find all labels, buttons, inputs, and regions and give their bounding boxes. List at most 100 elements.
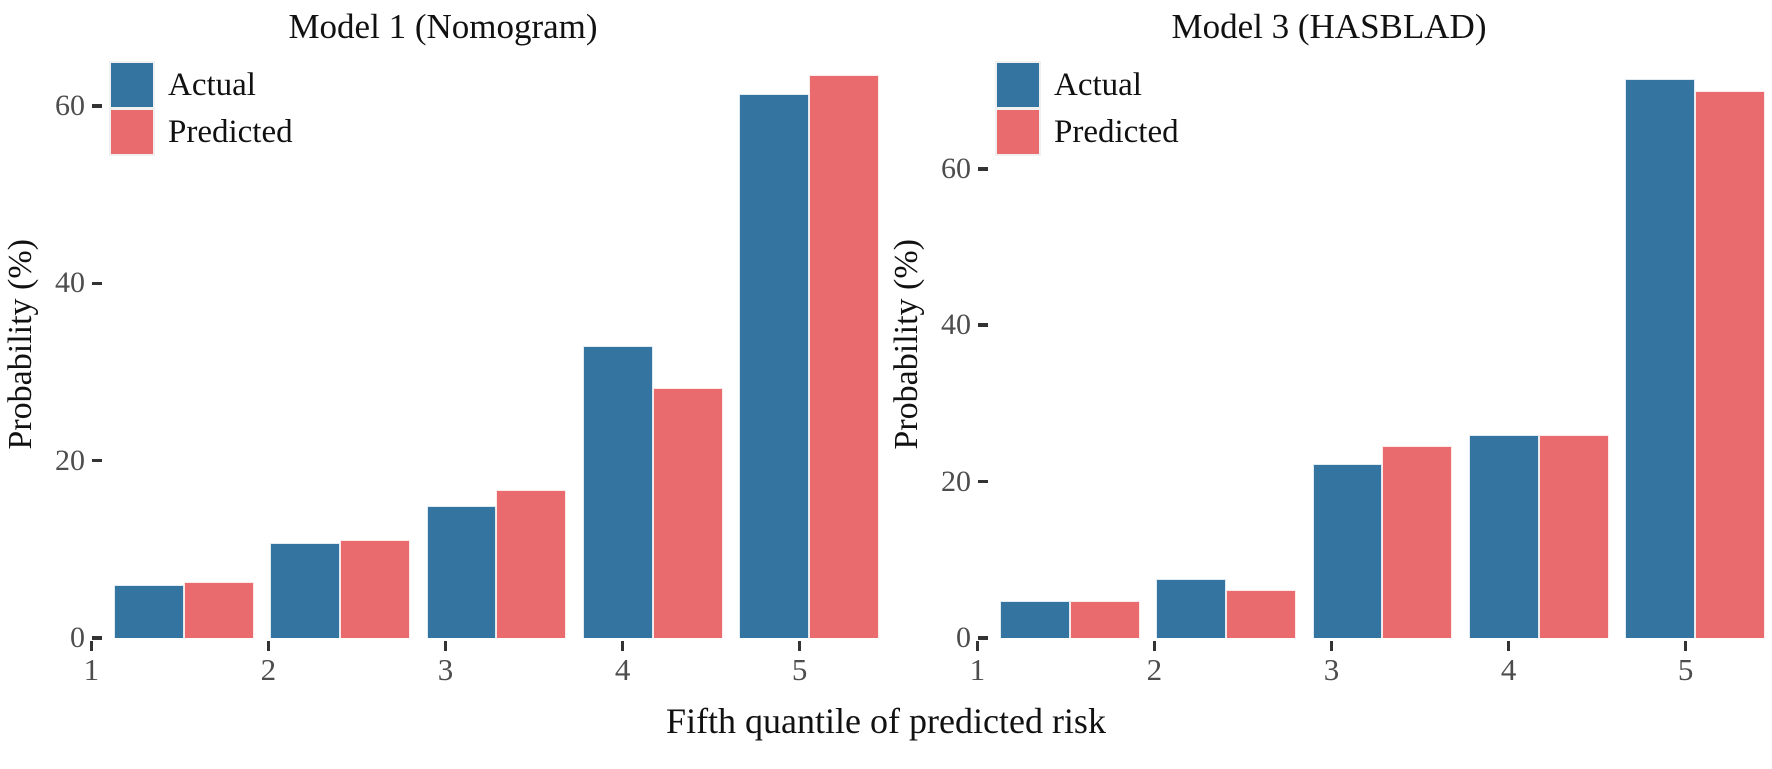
panel-model-1-nomogram: Model 1 (Nomogram) Probability (%) 0 20 40… (0, 0, 886, 698)
x-tick-mark (797, 641, 802, 651)
legend-label: Predicted (168, 113, 293, 150)
x-tick-mark (620, 641, 625, 651)
bar-actual (426, 505, 497, 638)
y-tick: 0 (956, 621, 988, 655)
legend-swatch-predicted (997, 110, 1039, 154)
y-axis-title-column: Probability (%) (0, 50, 42, 638)
y-axis: 0 20 40 60 (42, 50, 102, 654)
x-tick-label: 3 (1323, 652, 1340, 687)
bar-actual (582, 346, 653, 638)
y-tick-mark (978, 636, 988, 640)
y-tick: 20 (941, 465, 988, 499)
y-tick: 0 (70, 621, 102, 655)
bar-predicted (1694, 91, 1765, 638)
x-axis: 1 2 3 4 5 (0, 638, 886, 698)
x-tick-label: 2 (260, 652, 277, 687)
bar-group-quantile-5 (1625, 50, 1765, 638)
y-tick-mark (978, 167, 988, 171)
bar-predicted (1382, 445, 1453, 638)
y-tick: 20 (55, 444, 102, 478)
bar-group-quantile-1 (1000, 50, 1140, 638)
legend: Actual Predicted (997, 63, 1179, 157)
y-tick-mark (92, 281, 102, 285)
y-tick-label: 20 (55, 443, 85, 477)
bar-predicted (652, 387, 723, 638)
x-axis-title: Fifth quantile of predicted risk (666, 701, 1106, 741)
y-tick-label: 40 (55, 266, 85, 300)
legend-swatch-actual (111, 63, 153, 107)
panel-body: Probability (%) 0 20 40 60 Actual Predicted (0, 50, 886, 654)
legend-label: Predicted (1054, 113, 1179, 150)
x-tick-mark (1683, 641, 1688, 651)
x-tick: 3 (366, 638, 525, 698)
bar-group-quantile-2 (270, 50, 411, 638)
x-tick-label: 1 (83, 652, 100, 687)
panel-body: Probability (%) 0 20 40 60 Actual Predicted (886, 50, 1772, 654)
x-tick-label: 5 (1677, 652, 1694, 687)
x-tick-mark (266, 641, 271, 651)
y-tick-label: 60 (55, 88, 85, 122)
x-tick-label: 4 (1500, 652, 1517, 687)
panel-title: Model 3 (HASBLAD) (1171, 7, 1487, 46)
bar-predicted (496, 489, 567, 638)
y-axis-title: Probability (%) (888, 238, 925, 450)
plot-area: Actual Predicted (988, 50, 1772, 638)
x-tick: 4 (543, 638, 702, 698)
x-tick-mark (1329, 641, 1334, 651)
bar-actual (1312, 463, 1383, 638)
x-tick-label: 1 (969, 652, 986, 687)
bar-actual (1625, 78, 1695, 638)
legend-swatch-actual (997, 63, 1039, 107)
x-tick: 1 (898, 638, 1057, 698)
y-tick: 40 (55, 266, 102, 300)
y-tick-label: 40 (941, 308, 971, 342)
y-tick-mark (92, 104, 102, 108)
y-tick-mark (92, 636, 102, 640)
legend-entry-actual: Actual (111, 63, 293, 107)
bar-group-quantile-1 (114, 50, 254, 638)
x-tick-mark (89, 641, 94, 651)
bar-predicted (1538, 434, 1609, 638)
panels-row: Model 1 (Nomogram) Probability (%) 0 20 40… (0, 0, 1772, 698)
y-tick-mark (92, 458, 102, 463)
bar-predicted (183, 582, 254, 638)
x-tick-mark (1152, 641, 1157, 651)
x-axis: 1 2 3 4 5 (886, 638, 1772, 698)
y-tick-label: 0 (956, 621, 971, 654)
bar-actual (1000, 601, 1070, 638)
bar-actual (270, 543, 341, 638)
x-tick-label: 4 (614, 652, 631, 687)
x-tick-mark (975, 641, 980, 651)
bar-group-quantile-5 (739, 50, 879, 638)
y-tick-label: 0 (70, 621, 85, 654)
bar-group-quantile-2 (1156, 50, 1297, 638)
y-tick: 60 (941, 152, 988, 186)
y-axis-title-column: Probability (%) (886, 50, 928, 638)
legend-entry-predicted: Predicted (111, 110, 293, 154)
legend-label: Actual (168, 66, 256, 103)
x-tick-label: 5 (791, 652, 808, 687)
plot-area: Actual Predicted (102, 50, 886, 638)
y-tick: 60 (55, 89, 102, 123)
legend: Actual Predicted (111, 63, 293, 157)
y-tick: 40 (941, 308, 988, 342)
y-tick-mark (978, 323, 988, 327)
bar-group-quantile-3 (426, 50, 567, 638)
x-tick: 3 (1252, 638, 1411, 698)
y-tick-label: 20 (941, 464, 971, 498)
bar-group-quantile-4 (582, 50, 723, 638)
bar-predicted (340, 540, 411, 638)
y-tick-mark (978, 479, 988, 484)
x-tick: 2 (1075, 638, 1234, 698)
x-tick-label: 2 (1146, 652, 1163, 687)
bar-predicted (1069, 601, 1140, 638)
bar-predicted (808, 74, 879, 638)
bar-predicted (1226, 590, 1297, 638)
bar-group-quantile-4 (1468, 50, 1609, 638)
y-axis: 0 20 40 60 (928, 50, 988, 654)
x-tick: 2 (189, 638, 348, 698)
x-tick: 4 (1429, 638, 1588, 698)
panel-model-3-hasblad: Model 3 (HASBLAD) Probability (%) 0 20 40 6… (886, 0, 1772, 698)
y-axis-title: Probability (%) (2, 238, 39, 450)
